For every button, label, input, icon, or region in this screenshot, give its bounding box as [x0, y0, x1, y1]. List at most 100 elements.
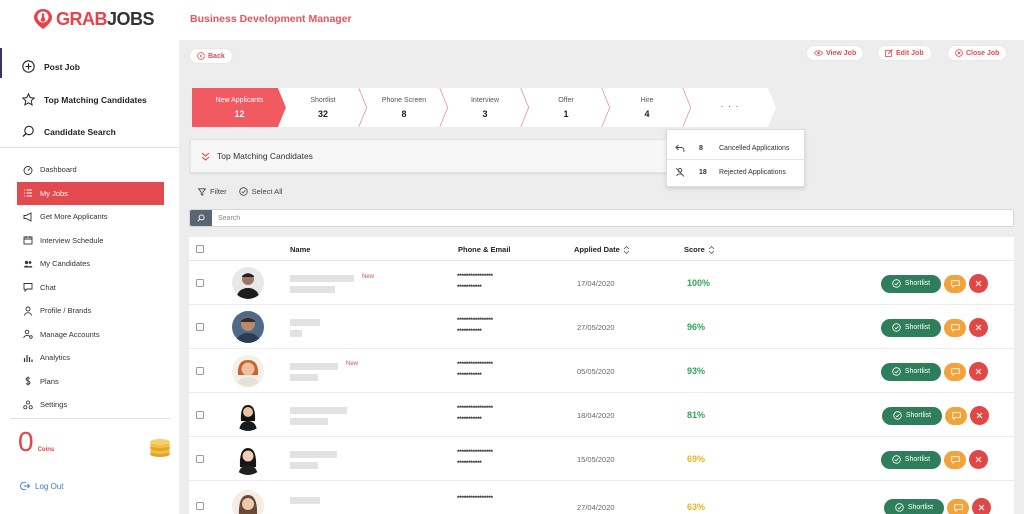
row-checkbox[interactable] [196, 411, 204, 419]
row-checkbox[interactable] [196, 502, 204, 510]
sidebar-primary: Post Job Top Matching Candidates Candida… [0, 40, 179, 148]
row-actions: Shortlist [882, 406, 989, 425]
row-checkbox[interactable] [196, 367, 204, 375]
column-header-name[interactable]: Name [290, 245, 311, 254]
table-row[interactable]: **************** *********** 15/05/2020 … [189, 437, 1014, 481]
email-value: *********** [457, 416, 482, 423]
close-icon [975, 280, 982, 287]
edit-job-button[interactable]: Edit Job [878, 46, 931, 60]
shortlist-button[interactable]: Shortlist [881, 274, 941, 293]
row-actions: Shortlist [881, 274, 988, 293]
top-matching-candidates-button[interactable]: Top Matching Candidates [22, 93, 147, 106]
top-matching-candidates-label: Top Matching Candidates [44, 94, 147, 105]
table-row[interactable]: **************** *********** 18/04/2020 … [189, 393, 1014, 437]
table-header: Name Phone & Email Applied Date Score [189, 237, 1014, 261]
stage-new-applicants[interactable]: New Applicants 12 [192, 88, 287, 127]
search-input[interactable] [212, 214, 1002, 222]
table-row[interactable]: **************** 27/04/2020 63% Shortlis… [189, 481, 1014, 514]
menu-item-rejected-applications[interactable]: 18 Rejected Applications [667, 161, 806, 183]
stage-shortlist[interactable]: Shortlist 32 [278, 88, 368, 127]
reject-button[interactable] [969, 318, 988, 337]
user-slash-icon [675, 167, 685, 177]
chat-button[interactable] [947, 498, 969, 514]
chat-button[interactable] [944, 450, 966, 469]
search-button[interactable] [190, 210, 212, 226]
email-value: *********** [457, 284, 482, 291]
sidebar-item-my-candidates[interactable]: My Candidates [0, 252, 179, 276]
filter-button[interactable]: Filter [198, 187, 227, 196]
stage-label: Shortlist [310, 97, 336, 104]
stage-label: Interview [470, 97, 499, 104]
column-header-score[interactable]: Score [684, 245, 715, 254]
logo-pin-icon [34, 9, 52, 29]
post-job-label: Post Job [44, 61, 80, 72]
sidebar-item-plans[interactable]: Plans [0, 370, 179, 394]
shortlist-button[interactable]: Shortlist [884, 498, 944, 514]
grabjobs-logo[interactable]: GRABJOBS [33, 8, 155, 30]
people-icon [23, 260, 33, 268]
stage-more[interactable]: . . . [683, 88, 777, 127]
stage-phone-screen[interactable]: Phone Screen 8 [359, 88, 449, 127]
sidebar-item-interview-schedule[interactable]: Interview Schedule [0, 229, 179, 253]
sidebar-item-label: Dashboard [40, 165, 77, 175]
sidebar-item-settings[interactable]: Settings [0, 393, 179, 417]
reject-button[interactable] [972, 498, 991, 514]
chat-button[interactable] [944, 318, 966, 337]
edit-icon [885, 49, 893, 57]
table-row[interactable]: New **************** *********** 05/05/2… [189, 349, 1014, 393]
check-circle-icon [893, 411, 902, 420]
shortlist-button[interactable]: Shortlist [881, 362, 941, 381]
reject-button[interactable] [969, 362, 988, 381]
sidebar-item-analytics[interactable]: Analytics [0, 346, 179, 370]
view-job-label: View Job [826, 49, 857, 57]
stage-interview[interactable]: Interview 3 [440, 88, 530, 127]
reject-button[interactable] [969, 450, 988, 469]
menu-item-cancelled-applications[interactable]: 8 Cancelled Applications [667, 137, 806, 159]
chat-icon [950, 455, 960, 464]
top-matching-panel-label: Top Matching Candidates [217, 151, 313, 161]
applied-date: 05/05/2020 [577, 367, 615, 376]
shortlist-button[interactable]: Shortlist [882, 406, 942, 425]
top-matching-candidates-panel[interactable]: Top Matching Candidates [190, 139, 668, 173]
view-job-button[interactable]: View Job [807, 46, 864, 60]
candidate-search-button[interactable]: Candidate Search [22, 125, 116, 138]
avatar [232, 355, 264, 387]
search-icon [197, 214, 205, 222]
stage-count: 4 [644, 109, 650, 119]
reject-button[interactable] [970, 406, 989, 425]
sidebar-item-my-jobs[interactable]: My Jobs [17, 181, 164, 205]
select-all-button[interactable]: Select All [238, 187, 283, 196]
back-button[interactable]: Back [190, 49, 232, 63]
chat-icon [950, 279, 960, 288]
email-value: *********** [457, 460, 482, 467]
shortlist-button[interactable]: Shortlist [881, 318, 941, 337]
select-all-checkbox[interactable] [196, 245, 204, 253]
chat-button[interactable] [944, 362, 966, 381]
column-header-applied-date[interactable]: Applied Date [574, 245, 630, 254]
row-checkbox[interactable] [196, 455, 204, 463]
chat-button[interactable] [945, 406, 967, 425]
subtitle-placeholder [290, 418, 328, 425]
shortlist-label: Shortlist [904, 368, 931, 375]
logout-link[interactable]: Log Out [20, 481, 63, 491]
active-accent [0, 48, 2, 78]
row-checkbox[interactable] [196, 279, 204, 287]
sidebar-item-dashboard[interactable]: Dashboard [0, 158, 179, 182]
table-row[interactable]: New **************** *********** 17/04/2… [189, 261, 1014, 305]
sidebar-item-manage-accounts[interactable]: Manage Accounts [0, 323, 179, 347]
close-icon [975, 368, 982, 375]
shortlist-button[interactable]: Shortlist [881, 450, 941, 469]
sidebar-item-profile-brands[interactable]: Profile / Brands [0, 299, 179, 323]
chat-button[interactable] [944, 274, 966, 293]
sidebar-item-get-more-applicants[interactable]: Get More Applicants [0, 205, 179, 229]
coin-stack-icon [150, 439, 170, 457]
sidebar-item-chat[interactable]: Chat [0, 276, 179, 300]
avatar [232, 443, 264, 475]
close-job-button[interactable]: Close Job [948, 46, 1007, 60]
stage-hire[interactable]: Hire 4 [602, 88, 692, 127]
stage-offer[interactable]: Offer 1 [521, 88, 611, 127]
reject-button[interactable] [969, 274, 988, 293]
table-row[interactable]: **************** *********** 27/05/2020 … [189, 305, 1014, 349]
row-checkbox[interactable] [196, 323, 204, 331]
post-job-button[interactable]: Post Job [22, 60, 80, 73]
